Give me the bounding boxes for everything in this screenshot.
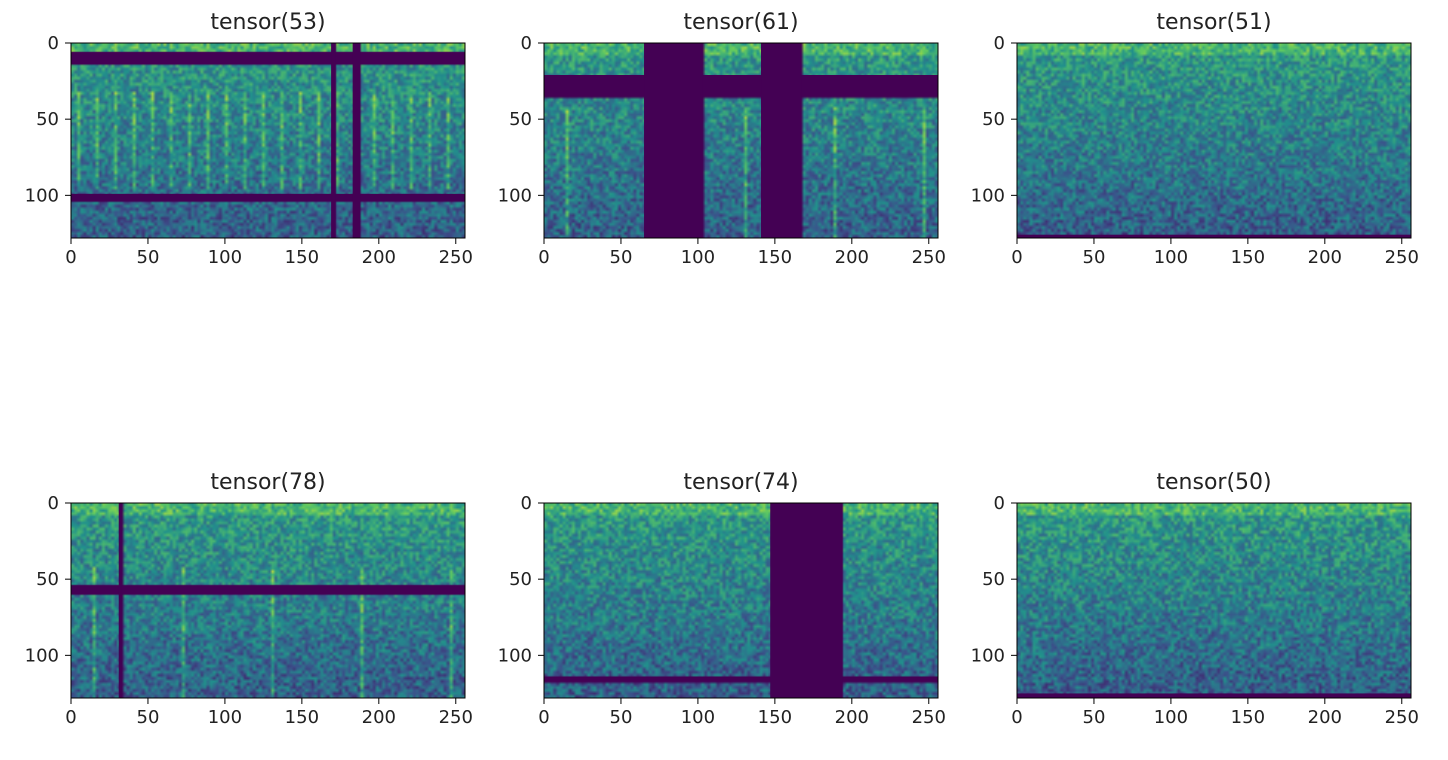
y-tick-label: 0: [48, 493, 59, 514]
y-tick-label: 100: [971, 645, 1005, 666]
frequency-mask-band: [1017, 693, 1411, 698]
y-tick-label: 50: [509, 569, 532, 590]
x-tick-label: 0: [1011, 707, 1022, 728]
x-tick-label: 250: [912, 707, 946, 728]
y-tick-label: 50: [982, 109, 1005, 130]
x-tick-label: 100: [208, 707, 242, 728]
panel-title: tensor(51): [1156, 10, 1271, 35]
x-tick-label: 0: [538, 247, 549, 268]
x-tick-label: 0: [1011, 247, 1022, 268]
axes-frame: [543, 42, 939, 239]
y-tick-label: 50: [982, 569, 1005, 590]
x-tick-label: 250: [912, 247, 946, 268]
x-tick-label: 0: [538, 707, 549, 728]
x-tick-label: 50: [137, 247, 160, 268]
spectrogram-panel-2: tensor(61) 0 50 100 150 200 250 0 50 100: [498, 10, 946, 268]
y-tick-label: 100: [25, 645, 59, 666]
frequency-mask-band: [71, 585, 465, 595]
time-mask-band: [761, 43, 802, 238]
y-tick-label: 100: [25, 185, 59, 206]
frequency-mask-band: [71, 52, 465, 65]
x-tick-label: 150: [285, 707, 319, 728]
x-tick-label: 200: [362, 247, 396, 268]
x-tick-label: 100: [1154, 247, 1188, 268]
x-tick-label: 150: [1231, 707, 1265, 728]
x-tick-label: 100: [208, 247, 242, 268]
y-tick-label: 50: [509, 109, 532, 130]
x-tick-label: 100: [1154, 707, 1188, 728]
x-tick-label: 200: [362, 707, 396, 728]
axes-frame: [1016, 502, 1412, 699]
x-tick-label: 50: [1083, 247, 1106, 268]
y-tick-label: 50: [36, 569, 59, 590]
time-mask-band: [331, 43, 336, 238]
y-tick-label: 0: [994, 33, 1005, 54]
time-mask-band: [770, 503, 843, 698]
spectrogram-image: [1017, 503, 1411, 698]
axes-frame: [1016, 42, 1412, 239]
axes-frame: [543, 502, 939, 699]
time-mask-band: [118, 503, 122, 698]
x-tick-label: 250: [1385, 707, 1419, 728]
x-tick-label: 50: [137, 707, 160, 728]
spectrogram-image: [1017, 43, 1411, 238]
time-mask-band: [352, 43, 361, 238]
spectrogram-image: [544, 43, 938, 238]
panel-title: tensor(53): [210, 10, 325, 35]
x-tick-label: 50: [610, 707, 633, 728]
spectrogram-image: [71, 503, 465, 698]
x-tick-label: 200: [835, 247, 869, 268]
x-tick-label: 100: [681, 247, 715, 268]
x-tick-label: 250: [439, 247, 473, 268]
x-tick-label: 250: [439, 707, 473, 728]
spectrogram-image: [71, 43, 465, 238]
y-tick-label: 0: [521, 493, 532, 514]
panel-title: tensor(61): [683, 10, 798, 35]
x-tick-label: 200: [1308, 247, 1342, 268]
frequency-mask-band: [544, 74, 938, 97]
time-mask-band: [644, 43, 703, 238]
x-tick-label: 150: [758, 247, 792, 268]
x-tick-label: 0: [65, 707, 76, 728]
x-tick-label: 100: [681, 707, 715, 728]
panel-title: tensor(50): [1156, 470, 1271, 495]
spectrogram-image: [544, 503, 938, 698]
y-tick-label: 100: [498, 185, 532, 206]
y-tick-label: 0: [994, 493, 1005, 514]
x-tick-label: 150: [1231, 247, 1265, 268]
x-tick-label: 0: [65, 247, 76, 268]
x-tick-label: 200: [835, 707, 869, 728]
spectrogram-panel-5: tensor(74) 0 50 100 150 200 250 0 50 100: [498, 470, 946, 728]
x-tick-label: 150: [285, 247, 319, 268]
panel-title: tensor(74): [683, 470, 798, 495]
frequency-mask-band: [1017, 234, 1411, 238]
x-tick-label: 200: [1308, 707, 1342, 728]
y-tick-label: 100: [971, 185, 1005, 206]
y-tick-label: 50: [36, 109, 59, 130]
frequency-mask-band: [544, 676, 938, 682]
frequency-mask-band: [71, 193, 465, 202]
y-tick-label: 100: [498, 645, 532, 666]
spectrogram-panel-3: tensor(51) 0 50 100 150 200 250 0 50 100: [971, 10, 1419, 268]
x-tick-label: 250: [1385, 247, 1419, 268]
panel-title: tensor(78): [210, 470, 325, 495]
x-tick-label: 50: [1083, 707, 1106, 728]
x-tick-label: 150: [758, 707, 792, 728]
axes-frame: [70, 502, 466, 699]
spectrogram-panel-4: tensor(78) 0 50 100 150 200 250 0 50 100: [25, 470, 473, 728]
axes-frame: [70, 42, 466, 239]
y-tick-label: 0: [48, 33, 59, 54]
y-tick-label: 0: [521, 33, 532, 54]
x-tick-label: 50: [610, 247, 633, 268]
spectrogram-panel-6: tensor(50) 0 50 100 150 200 250 0 50 100: [971, 470, 1419, 728]
spectrogram-panel-1: tensor(53) 0 50 100 150 200 250 0 50 100: [25, 10, 473, 268]
